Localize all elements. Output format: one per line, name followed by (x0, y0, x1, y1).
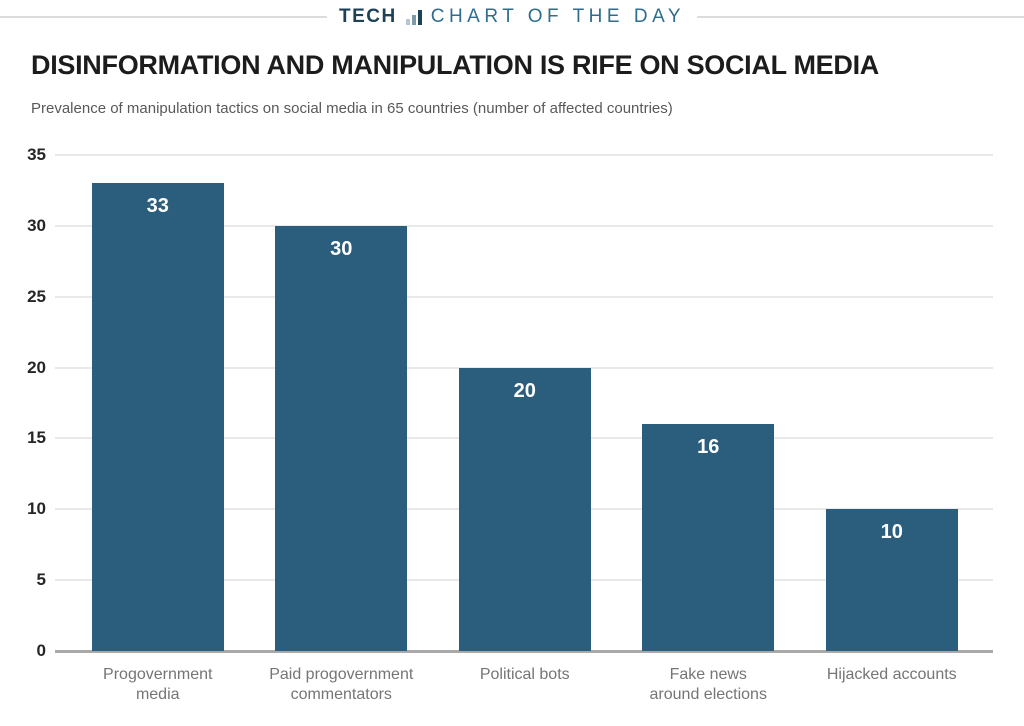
x-axis-label-line: around elections (649, 686, 767, 703)
x-axis-label-line: Hijacked accounts (826, 666, 957, 683)
y-axis-tick-label: 5 (36, 570, 46, 590)
brand-tech-label: TECH (338, 6, 397, 27)
bar-value-label: 20 (513, 379, 536, 402)
y-axis-tick-label: 20 (27, 357, 46, 377)
x-axis-label-line: media (135, 686, 180, 703)
x-axis-label-line: Political bots (479, 666, 570, 683)
bar: 16 (642, 424, 775, 651)
bar: 10 (825, 509, 958, 651)
x-axis-label-line: Paid progovernment (269, 666, 414, 683)
y-axis-tick-label: 15 (27, 428, 46, 448)
gridline (55, 154, 993, 156)
header-rule-right (697, 16, 1024, 18)
bar-value-label: 16 (697, 436, 720, 459)
y-axis-tick-label: 30 (27, 215, 46, 235)
chart-subtitle: Prevalence of manipulation tactics on so… (31, 100, 673, 117)
bar: 33 (91, 183, 224, 651)
x-axis-label: Hijacked accounts (800, 665, 984, 685)
x-axis-label-line: Fake news (669, 666, 747, 683)
x-axis-label-line: commentators (290, 686, 392, 703)
gridline (55, 295, 993, 298)
header-series-title: CHART OF THE DAY (430, 6, 686, 27)
x-axis-label: Political bots (433, 665, 617, 685)
bar-chart-icon (405, 9, 422, 25)
y-axis-tick-label: 25 (27, 286, 46, 306)
x-axis-label: Fake news around elections (617, 665, 801, 705)
bar-value-label: 30 (330, 237, 353, 260)
header-rule-left (0, 16, 327, 18)
bar: 20 (458, 367, 591, 651)
bar: 30 (275, 225, 408, 651)
x-axis-label: Progovernment media (66, 665, 250, 705)
x-axis-label-line: Progovernment (103, 666, 213, 683)
header: TECH CHART OF THE DAY (0, 4, 1024, 30)
chart-title: DISINFORMATION AND MANIPULATION IS RIFE … (31, 50, 879, 80)
header-brand-group: TECH CHART OF THE DAY (327, 6, 697, 28)
y-axis-tick-label: 10 (27, 499, 46, 519)
y-axis-tick-label: 0 (36, 641, 46, 660)
bar-value-label: 33 (146, 195, 169, 218)
bar-value-label: 10 (880, 521, 903, 544)
x-axis-label: Paid progovernment commentators (250, 665, 434, 705)
y-axis-tick-label: 35 (27, 145, 46, 164)
x-axis-line (55, 650, 993, 653)
bar-chart: 35 30 25 20 15 10 5 0 33 Progovernment media 30 Paid… (0, 140, 1024, 726)
gridline (55, 224, 993, 227)
